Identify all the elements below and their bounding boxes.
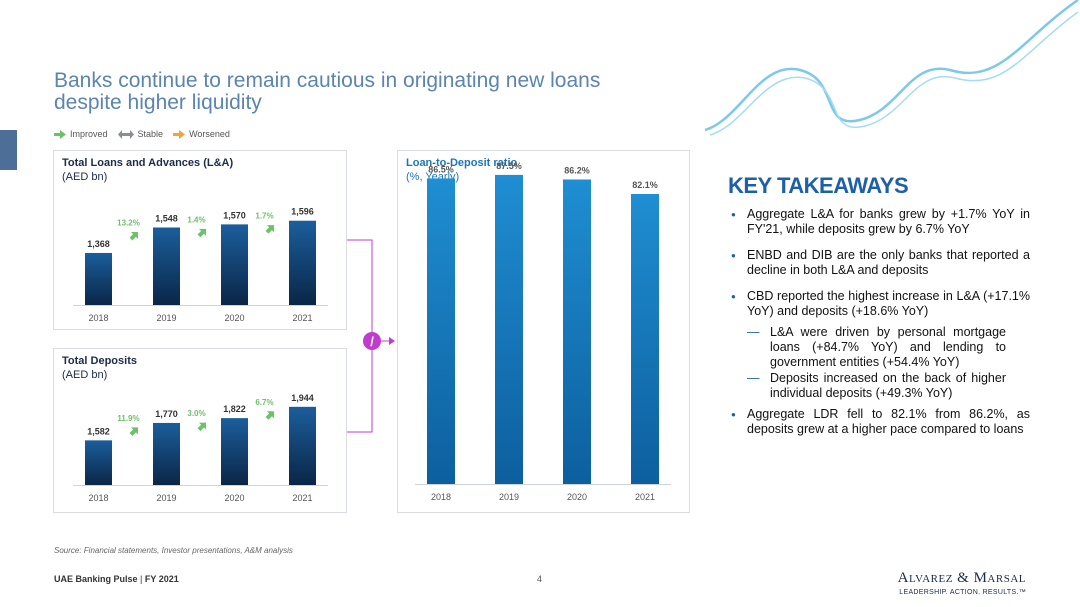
bar-value-label: 1,770 [155, 409, 178, 419]
arrow-right-icon [54, 129, 66, 139]
key-takeaways-list: Aggregate L&A for banks grew by +1.7% Yo… [730, 207, 1030, 448]
divide-operator-symbol: / [370, 334, 374, 349]
x-tick-label: 2018 [88, 493, 108, 503]
takeaway-item: CBD reported the highest increase in L&A… [730, 289, 1030, 319]
deposits-chart-panel: Total Deposits (AED bn) 1,582 2018 1,770 20… [53, 348, 347, 513]
wave-graphic [704, 0, 1079, 136]
x-tick-label: 2021 [292, 313, 312, 323]
bar-value-label: 1,822 [223, 404, 246, 414]
x-tick-label: 2021 [292, 493, 312, 503]
footer-report: UAE Banking Pulse | FY 2021 [54, 574, 179, 584]
takeaway-sub-item: L&A were driven by personal mortgage loa… [730, 325, 1030, 370]
legend-stable-label: Stable [137, 129, 164, 139]
loans-bar-chart: 1,368 2018 1,548 2019 1,570 2020 1,596 2021 13.2… [73, 207, 328, 323]
growth-label: 6.7% [255, 398, 273, 407]
double-arrow-icon [117, 129, 134, 139]
ldr-chart-panel: Loan-to-Deposit ratio (%, Yearly) 86.5% 2… [397, 150, 690, 513]
x-tick-label: 2020 [567, 492, 587, 502]
bar-value-label: 1,570 [223, 210, 246, 220]
arrow-right-icon [173, 129, 186, 139]
chart-bar [153, 227, 180, 305]
footer-separator: | [137, 574, 145, 584]
deposits-chart-title: Total Deposits [62, 355, 137, 367]
deposits-bar-chart: 1,582 2018 1,770 2019 1,822 2020 1,944 2021 11.9… [73, 393, 328, 503]
growth-label: 11.9% [117, 414, 139, 423]
brand-tagline: LEADERSHIP. ACTION. RESULTS.™ [899, 589, 1026, 596]
page-number: 4 [537, 574, 543, 584]
arrow-up-right-icon [265, 225, 275, 234]
arrow-up-right-icon [129, 427, 139, 436]
ldr-chart-title: Loan-to-Deposit ratio [406, 157, 518, 169]
x-tick-label: 2019 [156, 493, 176, 503]
takeaway-item: ENBD and DIB are the only banks that rep… [730, 248, 1030, 278]
growth-label: 1.4% [187, 215, 205, 224]
takeaway-sub-item: Deposits increased on the back of higher… [730, 371, 1030, 401]
takeaway-item: Aggregate L&A for banks grew by +1.7% Yo… [730, 207, 1030, 237]
chart-bar [85, 440, 112, 485]
bar-value-label: 82.1% [632, 180, 658, 190]
source-note: Source: Financial statements, Investor p… [54, 546, 293, 555]
legend-improved: Improved [54, 129, 108, 139]
arrow-up-right-icon [265, 411, 275, 420]
title-line-2: despite higher liquidity [54, 91, 262, 114]
brand-name: Alvarez & Marsal [897, 570, 1026, 586]
x-tick-label: 2018 [431, 492, 451, 502]
chart-bar [289, 220, 316, 305]
chart-bar [153, 422, 180, 485]
title-line-1: Banks continue to remain cautious in ori… [54, 69, 601, 92]
bar-value-label: 1,596 [291, 207, 314, 217]
x-tick-label: 2019 [156, 313, 176, 323]
growth-label: 1.7% [255, 212, 273, 221]
ldr-bar-chart: 86.5% 2018 87.5% 2019 86.2% 2020 82.1% 2021 [415, 161, 671, 502]
arrow-up-right-icon [129, 231, 139, 241]
x-tick-label: 2020 [224, 313, 244, 323]
key-takeaways-title: KEY TAKEAWAYS [728, 173, 909, 198]
growth-label: 3.0% [187, 409, 205, 418]
chart-bar [563, 179, 591, 484]
bar-value-label: 1,368 [87, 239, 110, 249]
legend-stable: Stable [117, 129, 164, 139]
bar-value-label: 86.2% [564, 165, 590, 175]
x-tick-label: 2021 [635, 492, 655, 502]
loans-chart-title: Total Loans and Advances (L&A) [62, 157, 234, 169]
bar-value-label: 1,582 [87, 426, 110, 436]
footer-report-name: UAE Banking Pulse [54, 574, 138, 584]
chart-bar [289, 406, 316, 485]
loans-chart-panel: Total Loans and Advances (L&A) (AED bn) … [53, 150, 347, 330]
page-title: Banks continue to remain cautious in ori… [54, 70, 600, 114]
bar-value-label: 86.5% [428, 164, 454, 174]
footer-period: FY 2021 [144, 574, 179, 584]
chart-bar [85, 252, 112, 305]
arrow-up-right-icon [197, 422, 207, 432]
legend-improved-label: Improved [70, 129, 108, 139]
growth-label: 13.2% [117, 218, 140, 227]
x-tick-label: 2020 [224, 493, 244, 503]
x-tick-label: 2018 [88, 313, 108, 323]
legend-worsened: Worsened [173, 129, 230, 139]
x-tick-label: 2019 [499, 492, 519, 502]
bar-value-label: 87.5% [496, 161, 522, 171]
chart-bar [221, 418, 248, 485]
chart-bar [221, 224, 248, 305]
legend-worsened-label: Worsened [189, 129, 230, 139]
deposits-chart-subtitle: (AED bn) [62, 369, 108, 381]
legend: Improved Stable Worsened [54, 129, 230, 139]
takeaway-item: Aggregate LDR fell to 82.1% from 86.2%, … [730, 407, 1030, 437]
chart-bar [427, 178, 455, 484]
brand-logo: Alvarez & Marsal LEADERSHIP. ACTION. RES… [898, 570, 1026, 596]
chart-bar [495, 174, 523, 485]
bar-value-label: 1,548 [155, 213, 178, 223]
divide-operator-circle [363, 332, 381, 350]
arrow-up-right-icon [197, 228, 207, 238]
side-tab [0, 130, 17, 170]
loans-chart-subtitle: (AED bn) [62, 171, 108, 183]
chart-bar [631, 193, 659, 484]
bar-value-label: 1,944 [291, 393, 314, 403]
